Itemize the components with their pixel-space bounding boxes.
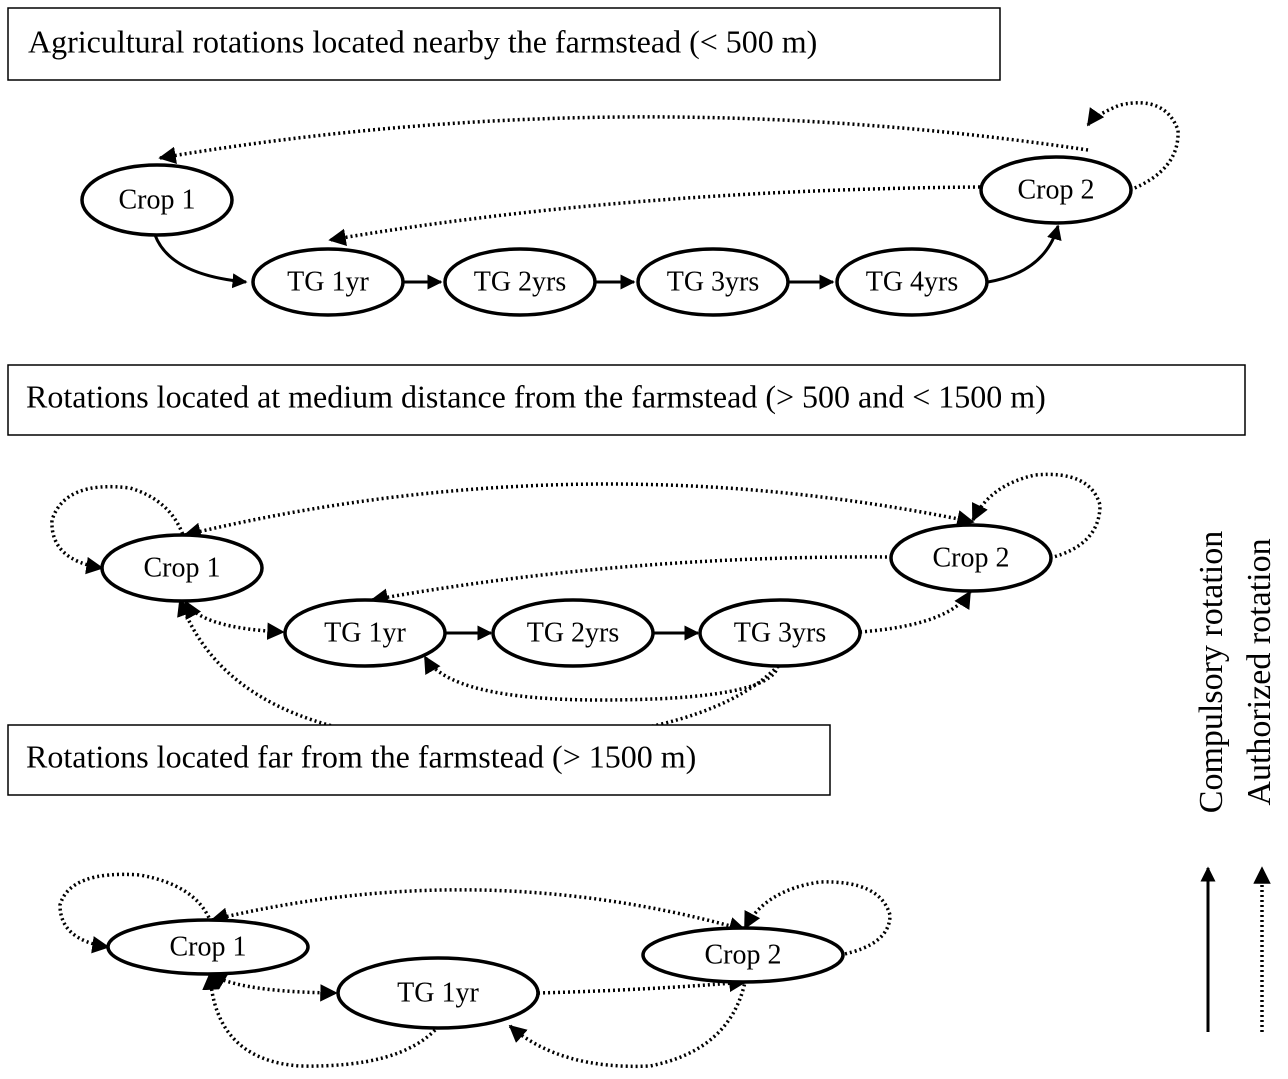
node xyxy=(80,163,234,237)
node-label: Crop 2 xyxy=(933,542,1010,573)
node-label: TG 3yrs xyxy=(734,617,827,648)
node xyxy=(251,247,405,317)
section-title: Agricultural rotations located nearby th… xyxy=(28,23,817,59)
legend: Compulsory rotation Authorized rotation xyxy=(1193,531,1278,1032)
node-label: TG 4yrs xyxy=(866,266,959,297)
node-label: Crop 1 xyxy=(119,184,196,215)
node xyxy=(100,533,264,603)
node xyxy=(641,926,845,984)
node-label: Crop 1 xyxy=(170,931,247,962)
node-label: TG 1yr xyxy=(324,617,406,648)
node xyxy=(106,918,310,976)
edges xyxy=(58,872,892,1069)
section-title-box xyxy=(7,724,831,796)
section-title: Rotations located at medium distance fro… xyxy=(26,378,1046,414)
edges xyxy=(50,472,1102,744)
node xyxy=(698,598,862,668)
node-label: Crop 2 xyxy=(705,939,782,970)
section-title: Rotations located far from the farmstead… xyxy=(26,738,696,774)
legend-label: Compulsory rotation xyxy=(1193,531,1230,813)
node xyxy=(636,247,790,317)
node-label: Crop 1 xyxy=(144,552,221,583)
node xyxy=(336,956,540,1030)
node-label: Crop 2 xyxy=(1018,174,1095,205)
section-title-box xyxy=(7,7,1001,81)
node-label: TG 2yrs xyxy=(474,266,567,297)
node xyxy=(443,247,597,317)
node xyxy=(283,598,447,668)
node-label: TG 3yrs xyxy=(667,266,760,297)
node xyxy=(491,598,655,668)
node-label: TG 1yr xyxy=(397,977,479,1008)
node-label: TG 1yr xyxy=(287,266,369,297)
node xyxy=(889,523,1053,593)
node xyxy=(835,247,989,317)
node xyxy=(979,155,1133,225)
section-title-box xyxy=(7,364,1246,436)
node-label: TG 2yrs xyxy=(527,617,620,648)
legend-label: Authorized rotation xyxy=(1241,538,1278,805)
edges xyxy=(153,101,1180,290)
